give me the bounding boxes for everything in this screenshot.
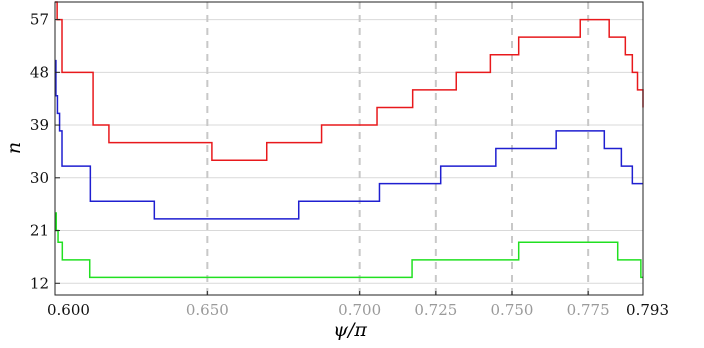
y-axis-ticks: 12 21 30 39 48 57 [30,11,60,292]
x-tick-label: 0.700 [338,301,381,319]
series-group [55,1,644,279]
x-axis-ticks: 0.600 0.650 0.700 0.725 0.750 0.775 0.793 [47,291,669,319]
x-tick-label: 0.750 [491,301,534,319]
y-tick-label: 12 [30,274,49,292]
y-tick-label: 48 [30,63,49,81]
y-tick-label: 21 [30,222,49,240]
y-tick-label: 39 [30,116,49,134]
x-tick-label: 0.775 [567,301,610,319]
series-line [55,1,644,161]
series-line [55,59,643,220]
x-tick-label: 0.650 [186,301,229,319]
y-tick-label: 30 [30,169,49,187]
x-axis-label: ψ/π [333,319,367,341]
y-axis-label: n [3,142,25,154]
y-tick-label: 57 [30,11,49,29]
x-tick-label: 0.600 [47,301,90,319]
series-line [55,212,643,279]
plot-frame [54,1,644,296]
grid-lines [55,19,643,284]
x-tick-label: 0.793 [626,301,669,319]
x-tick-label: 0.725 [414,301,457,319]
